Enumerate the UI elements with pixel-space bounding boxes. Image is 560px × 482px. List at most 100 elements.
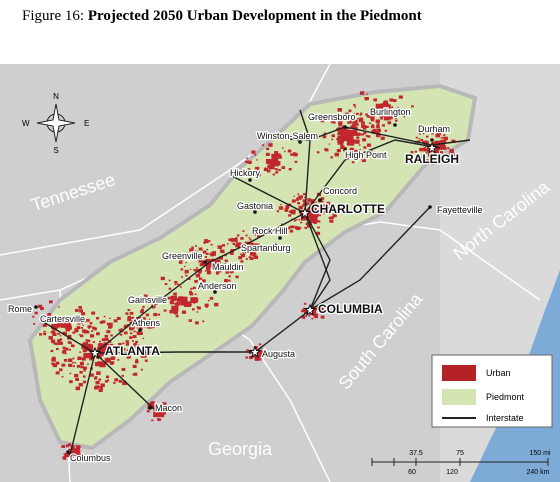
urban-area — [265, 152, 270, 156]
urban-area — [214, 254, 217, 256]
urban-area — [90, 344, 94, 347]
urban-area — [146, 410, 150, 413]
ocean — [470, 270, 560, 482]
urban-area — [161, 411, 166, 415]
urban-area — [248, 356, 253, 360]
urban-area — [168, 279, 171, 282]
urban-area — [298, 205, 303, 210]
urban-area — [418, 132, 421, 135]
urban-area — [341, 126, 348, 132]
compass-e: E — [84, 119, 89, 128]
urban-area — [316, 306, 321, 310]
urban-area — [362, 126, 367, 130]
urban-area — [191, 246, 194, 249]
urban-area — [278, 168, 281, 172]
urban-area — [263, 167, 269, 172]
urban-area — [129, 336, 133, 339]
compass: N S E W — [22, 92, 89, 155]
urban-area — [365, 135, 368, 137]
urban-area — [422, 132, 425, 135]
urban-area — [96, 332, 100, 336]
urban-area — [127, 309, 131, 312]
urban-area — [42, 323, 47, 328]
urban-area — [253, 255, 259, 260]
urban-area — [174, 283, 177, 286]
urban-area — [77, 356, 82, 360]
urban-area — [317, 226, 320, 229]
urban-area — [427, 153, 432, 157]
urban-area — [240, 245, 247, 251]
urban-area — [437, 131, 441, 134]
urban-area — [324, 203, 328, 207]
urban-area — [180, 300, 187, 306]
urban-area — [321, 312, 324, 314]
urban-area — [424, 141, 429, 145]
urban-area — [280, 203, 282, 206]
urban-area — [59, 335, 62, 337]
urban-area — [336, 114, 339, 117]
urban-area — [98, 386, 101, 388]
urban-area — [398, 95, 403, 99]
urban-area — [218, 256, 224, 260]
urban-area — [132, 364, 137, 369]
urban-area — [361, 133, 365, 136]
urban-area — [124, 331, 128, 335]
urban-area — [245, 234, 248, 237]
city-label: Mauldin — [212, 262, 244, 272]
city-marker — [138, 328, 142, 332]
urban-area — [79, 351, 82, 353]
urban-area — [445, 158, 449, 161]
urban-area — [229, 251, 234, 255]
urban-area — [189, 248, 194, 252]
city-label: RALEIGH — [405, 152, 459, 166]
urban-area — [288, 149, 291, 152]
city-label: Durham — [418, 124, 450, 134]
urban-area — [100, 386, 103, 390]
urban-area — [156, 411, 165, 418]
urban-area — [194, 269, 198, 272]
urban-area — [105, 375, 110, 379]
urban-area — [442, 130, 446, 134]
urban-area — [123, 325, 128, 329]
urban-area — [122, 348, 126, 351]
urban-area — [65, 444, 70, 448]
scale-label: 75 — [456, 450, 464, 457]
urban-area — [184, 272, 187, 274]
urban-area — [55, 361, 60, 365]
urban-area — [52, 332, 57, 337]
urban-area — [443, 136, 448, 141]
urban-area — [56, 343, 58, 346]
urban-area — [397, 106, 400, 109]
urban-area — [414, 150, 418, 153]
urban-area — [66, 317, 73, 323]
urban-area — [419, 147, 424, 152]
urban-area — [169, 300, 175, 305]
urban-area — [242, 252, 245, 254]
urban-area — [201, 279, 206, 283]
urban-area — [286, 226, 291, 230]
urban-area — [38, 304, 43, 308]
urban-area — [32, 315, 35, 318]
urban-area — [347, 127, 350, 130]
city-label: Greenville — [162, 251, 203, 261]
urban-area — [112, 350, 114, 353]
city-label: CHARLOTTE — [311, 202, 385, 216]
urban-area — [308, 213, 313, 217]
urban-area — [75, 386, 81, 391]
urban-area — [276, 153, 281, 157]
urban-area — [363, 131, 367, 135]
scale-label: 240 km — [527, 469, 550, 476]
urban-area — [240, 265, 243, 267]
capital-marker — [425, 141, 439, 155]
urban-area — [298, 195, 303, 199]
urban-area — [406, 111, 409, 114]
urban-area — [355, 123, 359, 126]
urban-area — [356, 118, 359, 120]
urban-area — [178, 296, 184, 301]
urban-area — [69, 380, 73, 384]
urban-area — [106, 379, 110, 382]
urban-area — [440, 128, 444, 132]
urban-area — [267, 165, 272, 169]
urban-area — [183, 265, 186, 268]
urban-area — [184, 269, 189, 274]
